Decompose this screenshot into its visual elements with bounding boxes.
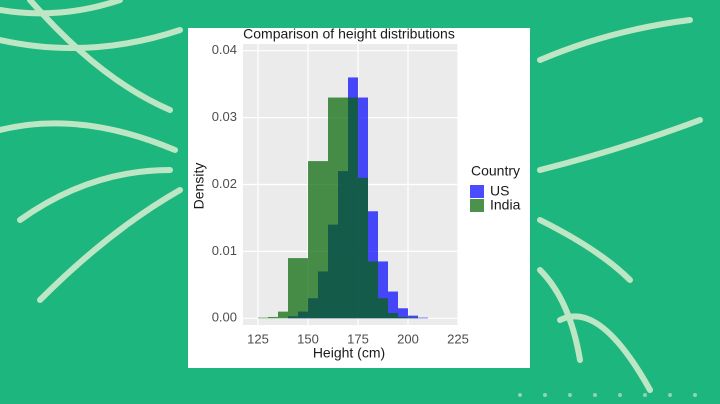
bar: [408, 315, 418, 319]
bar: [268, 316, 278, 319]
x-tick-label: 150: [297, 331, 319, 346]
bar: [358, 177, 368, 319]
bar: [408, 317, 418, 319]
bar: [348, 97, 358, 319]
bar: [388, 312, 398, 319]
y-axis-label: Density: [191, 163, 207, 210]
y-tick-label: 0.04: [212, 42, 237, 57]
bar: [368, 261, 378, 319]
bar: [278, 311, 288, 319]
bar: [308, 161, 318, 319]
bar: [418, 317, 428, 319]
bar: [338, 97, 348, 319]
nav-icons: [518, 393, 697, 397]
legend-swatch: [470, 199, 484, 212]
x-tick-label: 200: [397, 331, 419, 346]
legend-label: US: [490, 183, 509, 199]
plot: 0.00 0.01 0.02 0.03 0.04 125 150 175 200 225: [212, 42, 469, 346]
bar: [258, 317, 268, 319]
bar: [318, 161, 328, 319]
bar: [378, 298, 388, 319]
x-tick-label: 175: [347, 331, 369, 346]
bar: [398, 316, 408, 319]
x-tick-label: 225: [447, 331, 469, 346]
bar: [288, 258, 298, 319]
legend-title: Country: [471, 163, 520, 179]
y-tick-label: 0.01: [212, 243, 237, 258]
x-tick-label: 125: [247, 331, 269, 346]
chart-title: Comparison of height distributions: [243, 26, 455, 42]
legend-swatch: [470, 185, 484, 198]
bar: [328, 97, 338, 319]
legend-label: India: [490, 197, 521, 213]
bar: [298, 258, 308, 319]
y-tick-label: 0.03: [212, 109, 237, 124]
y-tick-label: 0.00: [212, 310, 237, 325]
bar: [378, 261, 388, 319]
x-axis-label: Height (cm): [313, 345, 385, 361]
bar: [398, 308, 408, 319]
y-tick-label: 0.02: [212, 176, 237, 191]
palm-leaves: [0, 0, 703, 393]
bar: [388, 291, 398, 319]
